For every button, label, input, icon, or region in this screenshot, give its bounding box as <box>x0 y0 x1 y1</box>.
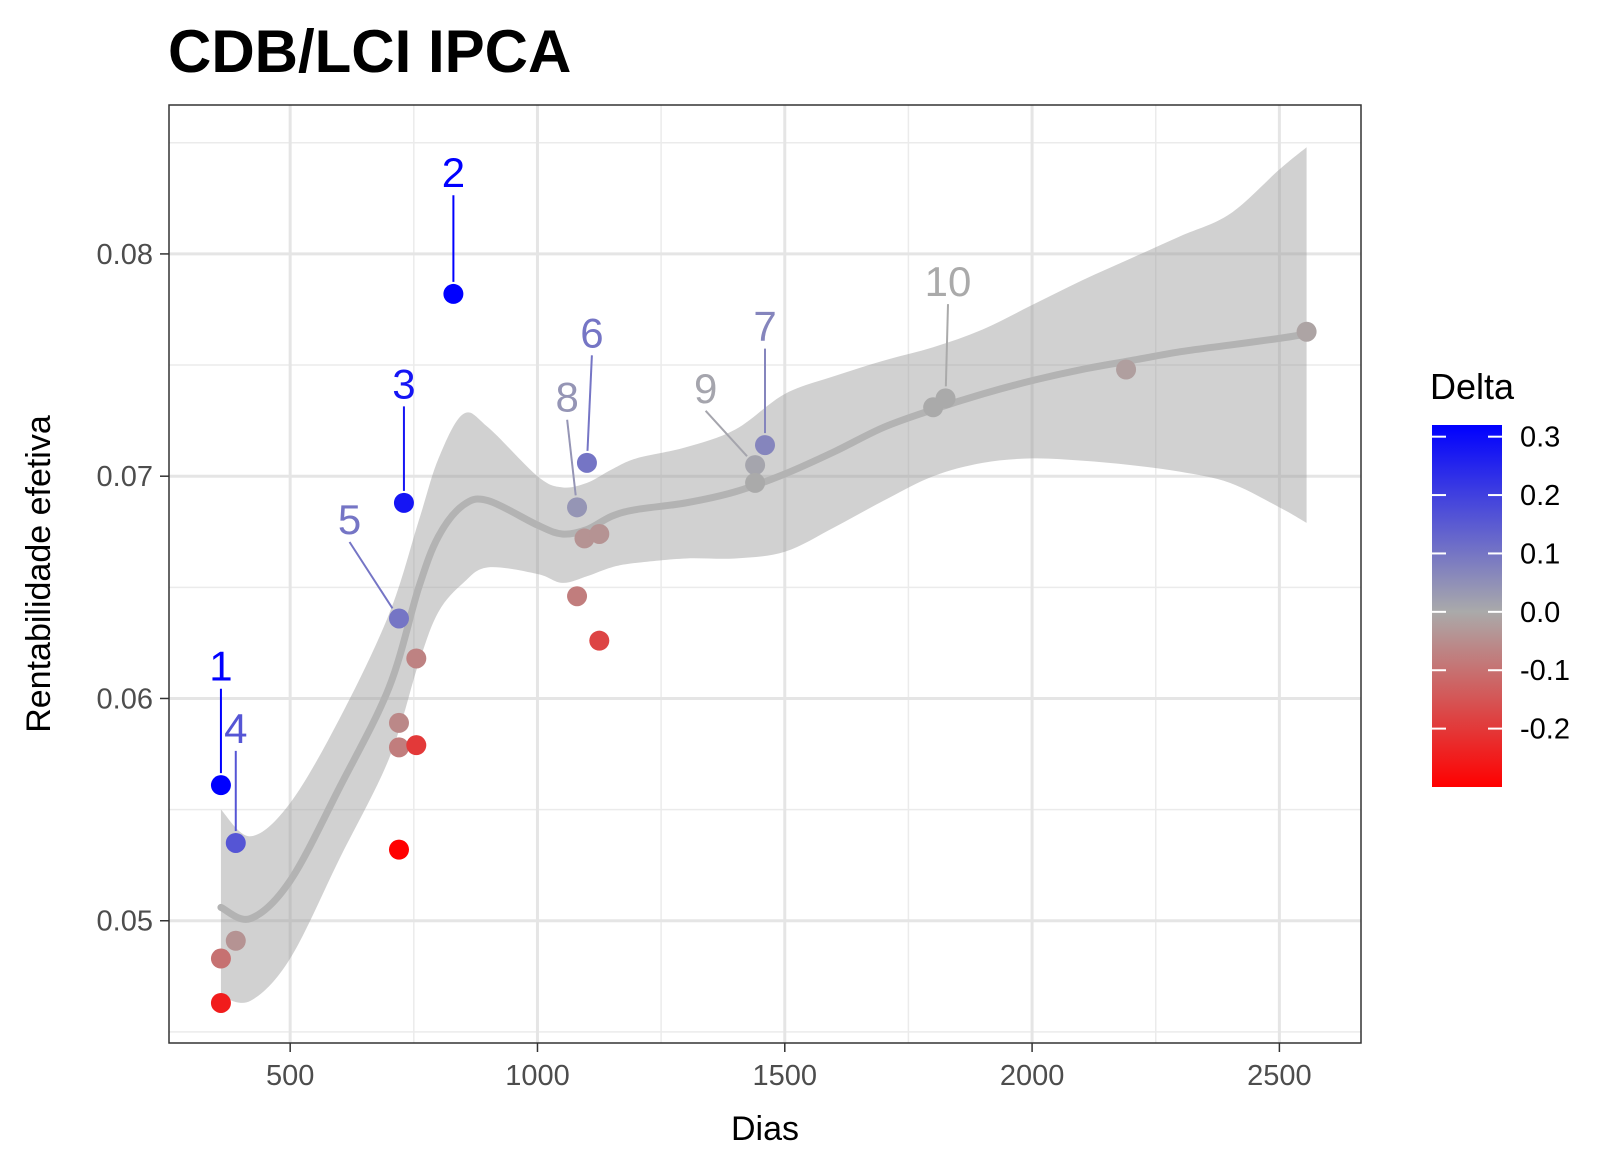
label-leader-line <box>586 355 593 451</box>
legend-tick-label: 0.3 <box>1520 422 1560 454</box>
data-point <box>210 992 231 1013</box>
data-point <box>406 735 427 756</box>
data-point <box>567 497 588 518</box>
minor-gridlines <box>169 105 1361 1043</box>
data-point <box>210 775 231 796</box>
smooth-ribbon <box>220 147 1307 1003</box>
data-point <box>745 455 766 476</box>
point-label: 1 <box>209 643 232 690</box>
plot-panel: 1 2 3 4 5 6 7 8 9 10 <box>168 104 1362 1044</box>
x-tick-label: 2500 <box>1247 1060 1312 1092</box>
label-leader-line <box>944 304 950 387</box>
data-point <box>388 608 409 629</box>
x-tick-label: 500 <box>266 1060 314 1092</box>
panel-border <box>168 104 1362 1044</box>
legend-colorbar <box>1432 425 1502 787</box>
y-tick-label: 0.07 <box>97 461 153 493</box>
legend-tick-label: 0.0 <box>1520 597 1560 629</box>
smooth-ribbon-layer <box>220 147 1307 1003</box>
point-label: 10 <box>925 258 972 305</box>
data-point <box>589 630 610 651</box>
legend-ticks: 0.3 0.2 0.1 0.0 -0.1 -0.2 <box>1432 422 1570 746</box>
smooth-line <box>217 330 1311 923</box>
label-leader-line <box>704 410 748 457</box>
legend-tick-label: 0.2 <box>1520 480 1560 512</box>
point-layer <box>210 283 1317 1013</box>
chart-title: CDB/LCI IPCA <box>168 18 571 85</box>
legend-tick-label: -0.2 <box>1520 714 1570 746</box>
point-label: 7 <box>753 303 776 350</box>
point-label: 5 <box>338 496 361 543</box>
y-axis: 0.05 0.06 0.07 0.08 <box>97 239 169 938</box>
label-segment-layer <box>219 195 950 831</box>
data-point <box>406 648 427 669</box>
point-label: 6 <box>580 309 603 356</box>
point-label: 3 <box>392 360 415 407</box>
y-axis-title: Rentabilidade efetiva <box>20 415 58 733</box>
y-tick-label: 0.06 <box>97 683 153 715</box>
data-point <box>755 435 775 456</box>
point-label-layer: 1 2 3 4 5 6 7 8 9 10 <box>209 149 971 752</box>
smooth-line-layer <box>217 330 1311 923</box>
point-label: 4 <box>224 705 247 752</box>
color-legend: Delta 0.3 0.2 0.1 0.0 -0.1 -0.2 <box>1430 366 1570 787</box>
x-tick-label: 1000 <box>505 1060 570 1092</box>
x-axis-title: Dias <box>731 1110 799 1148</box>
data-point <box>388 839 409 860</box>
label-leader-line <box>348 541 394 609</box>
label-leader-line <box>566 419 577 496</box>
x-axis: 500 1000 1500 2000 2500 <box>266 1043 1312 1092</box>
point-label: 8 <box>555 374 578 421</box>
data-point <box>388 737 409 758</box>
data-point <box>589 523 610 544</box>
data-point <box>576 452 597 473</box>
legend-tick-label: -0.1 <box>1520 655 1570 687</box>
y-tick-label: 0.05 <box>97 906 153 938</box>
data-point <box>210 948 231 969</box>
legend-tick-label: 0.1 <box>1520 538 1560 570</box>
data-point <box>1296 321 1317 342</box>
data-point <box>1116 359 1137 380</box>
data-point <box>225 930 246 951</box>
data-point <box>388 712 409 733</box>
point-label: 2 <box>442 149 465 196</box>
panel-background <box>169 105 1361 1043</box>
data-point <box>923 397 944 418</box>
data-point <box>745 472 766 493</box>
x-tick-label: 2000 <box>1000 1060 1065 1092</box>
legend-title: Delta <box>1430 366 1515 407</box>
point-label: 9 <box>694 365 717 412</box>
data-point <box>443 283 464 304</box>
data-point <box>225 832 246 853</box>
x-tick-label: 1500 <box>753 1060 818 1092</box>
y-tick-label: 0.08 <box>97 239 153 271</box>
data-point <box>393 492 414 513</box>
data-point <box>567 586 588 607</box>
